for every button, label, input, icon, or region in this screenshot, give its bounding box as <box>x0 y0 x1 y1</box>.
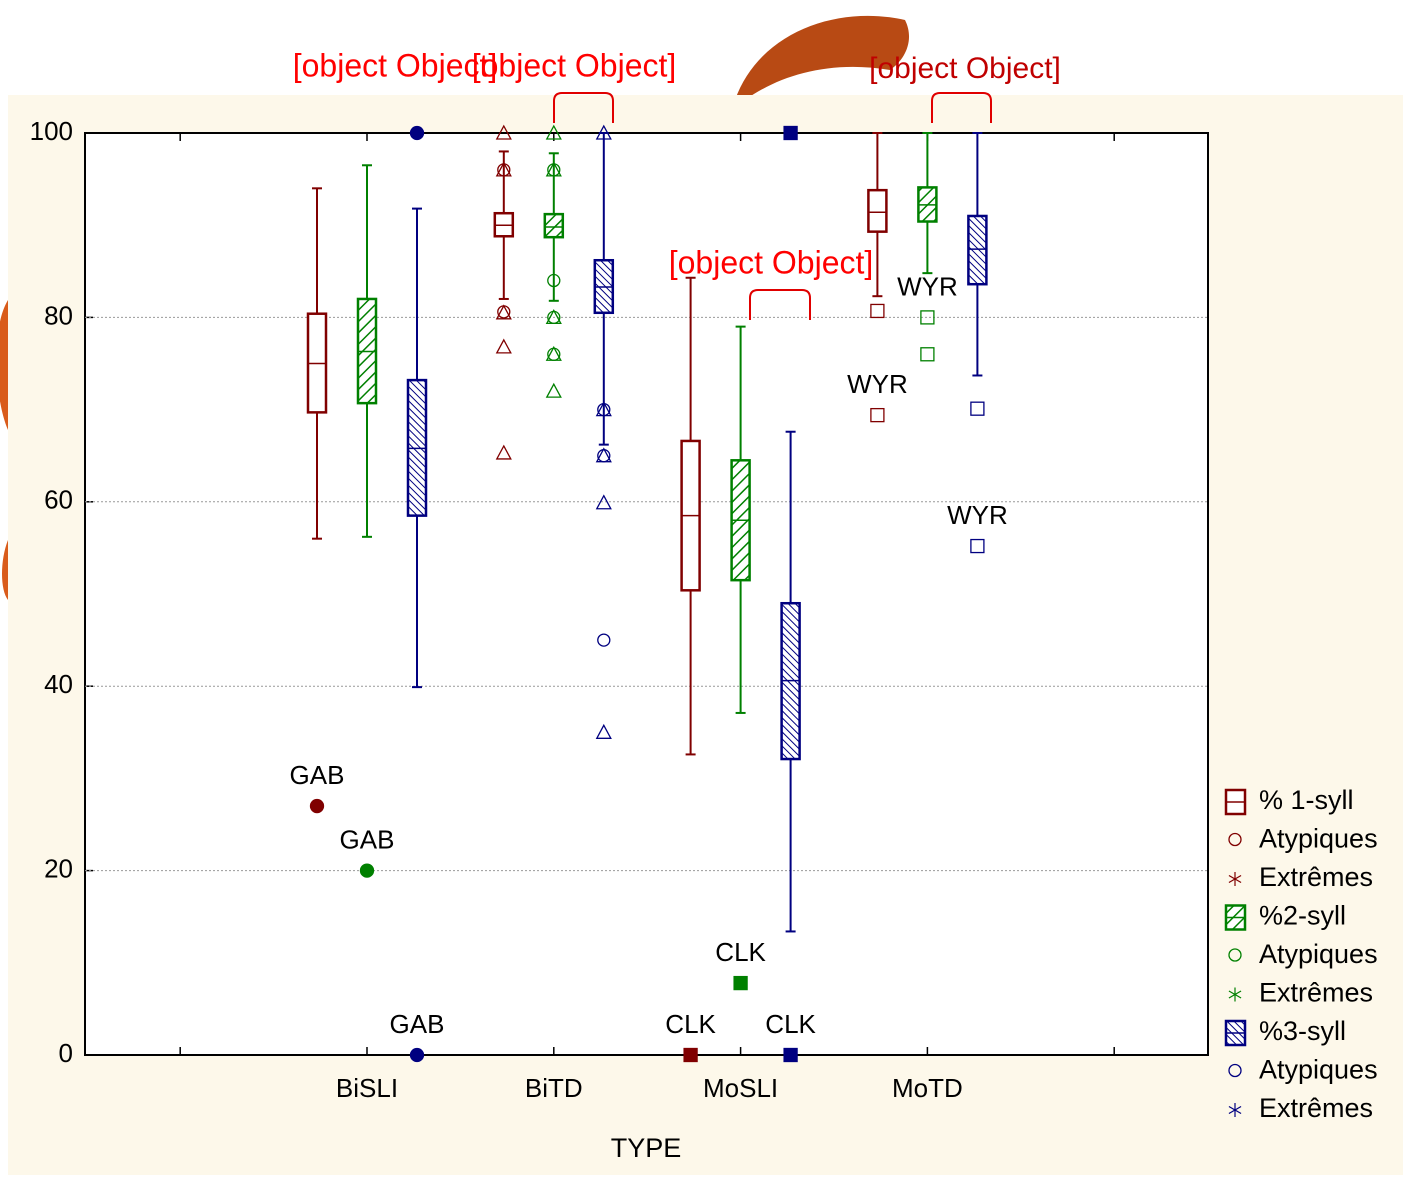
outlier <box>545 309 562 325</box>
outlier <box>545 382 562 398</box>
y-tick-label: 80 <box>44 300 73 330</box>
outlier <box>595 494 612 510</box>
x-axis-title: TYPE <box>611 1133 682 1163</box>
outlier <box>870 303 885 319</box>
annotation: [object Object] <box>293 47 498 83</box>
outlier <box>683 1047 698 1063</box>
legend-label: Atypiques <box>1259 1055 1378 1085</box>
box <box>967 214 988 286</box>
legend-label: %2-syll <box>1259 901 1346 931</box>
outlier <box>870 407 885 423</box>
plot-area <box>84 132 1209 1056</box>
outlier <box>545 345 562 361</box>
outlier-label: GAB <box>390 1009 445 1039</box>
legend-marker <box>1228 874 1242 884</box>
legend-marker <box>1228 990 1242 999</box>
outlier <box>783 125 798 141</box>
x-tick-label: MoTD <box>892 1073 963 1103</box>
outlier <box>359 863 375 878</box>
outlier <box>595 124 612 140</box>
outlier <box>495 304 512 320</box>
outlier-label: CLK <box>665 1009 716 1039</box>
outlier <box>970 538 985 554</box>
annotation: [object Object] <box>472 47 677 83</box>
outlier <box>495 338 512 354</box>
legend-label: Extrêmes <box>1259 1093 1373 1123</box>
outlier-label: CLK <box>715 937 766 967</box>
outlier <box>733 975 748 991</box>
outlier <box>547 163 561 177</box>
outlier <box>920 310 935 325</box>
x-tick-label: MoSLI <box>703 1073 778 1103</box>
annotation: [object Object] <box>869 52 1061 85</box>
outlier-label: GAB <box>340 824 395 854</box>
outlier <box>920 347 935 362</box>
legend-marker <box>1228 948 1242 962</box>
bracket <box>931 92 992 123</box>
y-tick-label: 60 <box>44 485 73 515</box>
y-tick-label: 40 <box>44 669 73 699</box>
legend-marker <box>1228 1063 1242 1078</box>
bracket <box>749 289 811 320</box>
x-tick-label: BiTD <box>525 1073 583 1103</box>
outlier <box>597 633 611 647</box>
outlier <box>597 402 611 417</box>
outlier <box>545 124 562 140</box>
outlier <box>597 449 611 463</box>
outlier-label: CLK <box>765 1009 816 1039</box>
legend-label: Extrêmes <box>1259 978 1373 1008</box>
outlier <box>547 273 561 288</box>
legend-marker <box>1228 1105 1242 1115</box>
bracket <box>553 92 614 123</box>
legend-marker <box>1228 832 1242 847</box>
y-tick-label: 0 <box>59 1038 73 1068</box>
box <box>543 212 565 239</box>
outlier <box>595 723 612 739</box>
y-tick-label: 100 <box>30 116 73 146</box>
legend-label: Atypiques <box>1259 939 1378 969</box>
outlier <box>309 798 325 814</box>
decoration <box>735 15 910 100</box>
annotation: [object Object] <box>669 244 874 280</box>
legend-label: Extrêmes <box>1259 862 1373 892</box>
outlier-label: WYR <box>847 369 908 399</box>
outlier <box>497 163 511 177</box>
outlier <box>495 444 512 460</box>
decoration <box>0 300 8 600</box>
legend-label: Atypiques <box>1259 824 1378 854</box>
outlier-label: GAB <box>290 760 345 790</box>
legend-label: % 1-syll <box>1259 785 1354 815</box>
legend-label: %3-syll <box>1259 1016 1346 1046</box>
y-tick-label: 20 <box>44 853 73 883</box>
outlier-label: WYR <box>947 500 1008 530</box>
box <box>867 188 888 233</box>
outlier <box>970 401 985 416</box>
outlier <box>409 125 425 141</box>
outlier <box>409 1047 425 1063</box>
outlier <box>495 124 512 140</box>
x-tick-label: BiSLI <box>336 1073 398 1103</box>
outlier <box>783 1047 798 1063</box>
outlier-label: WYR <box>897 271 958 301</box>
